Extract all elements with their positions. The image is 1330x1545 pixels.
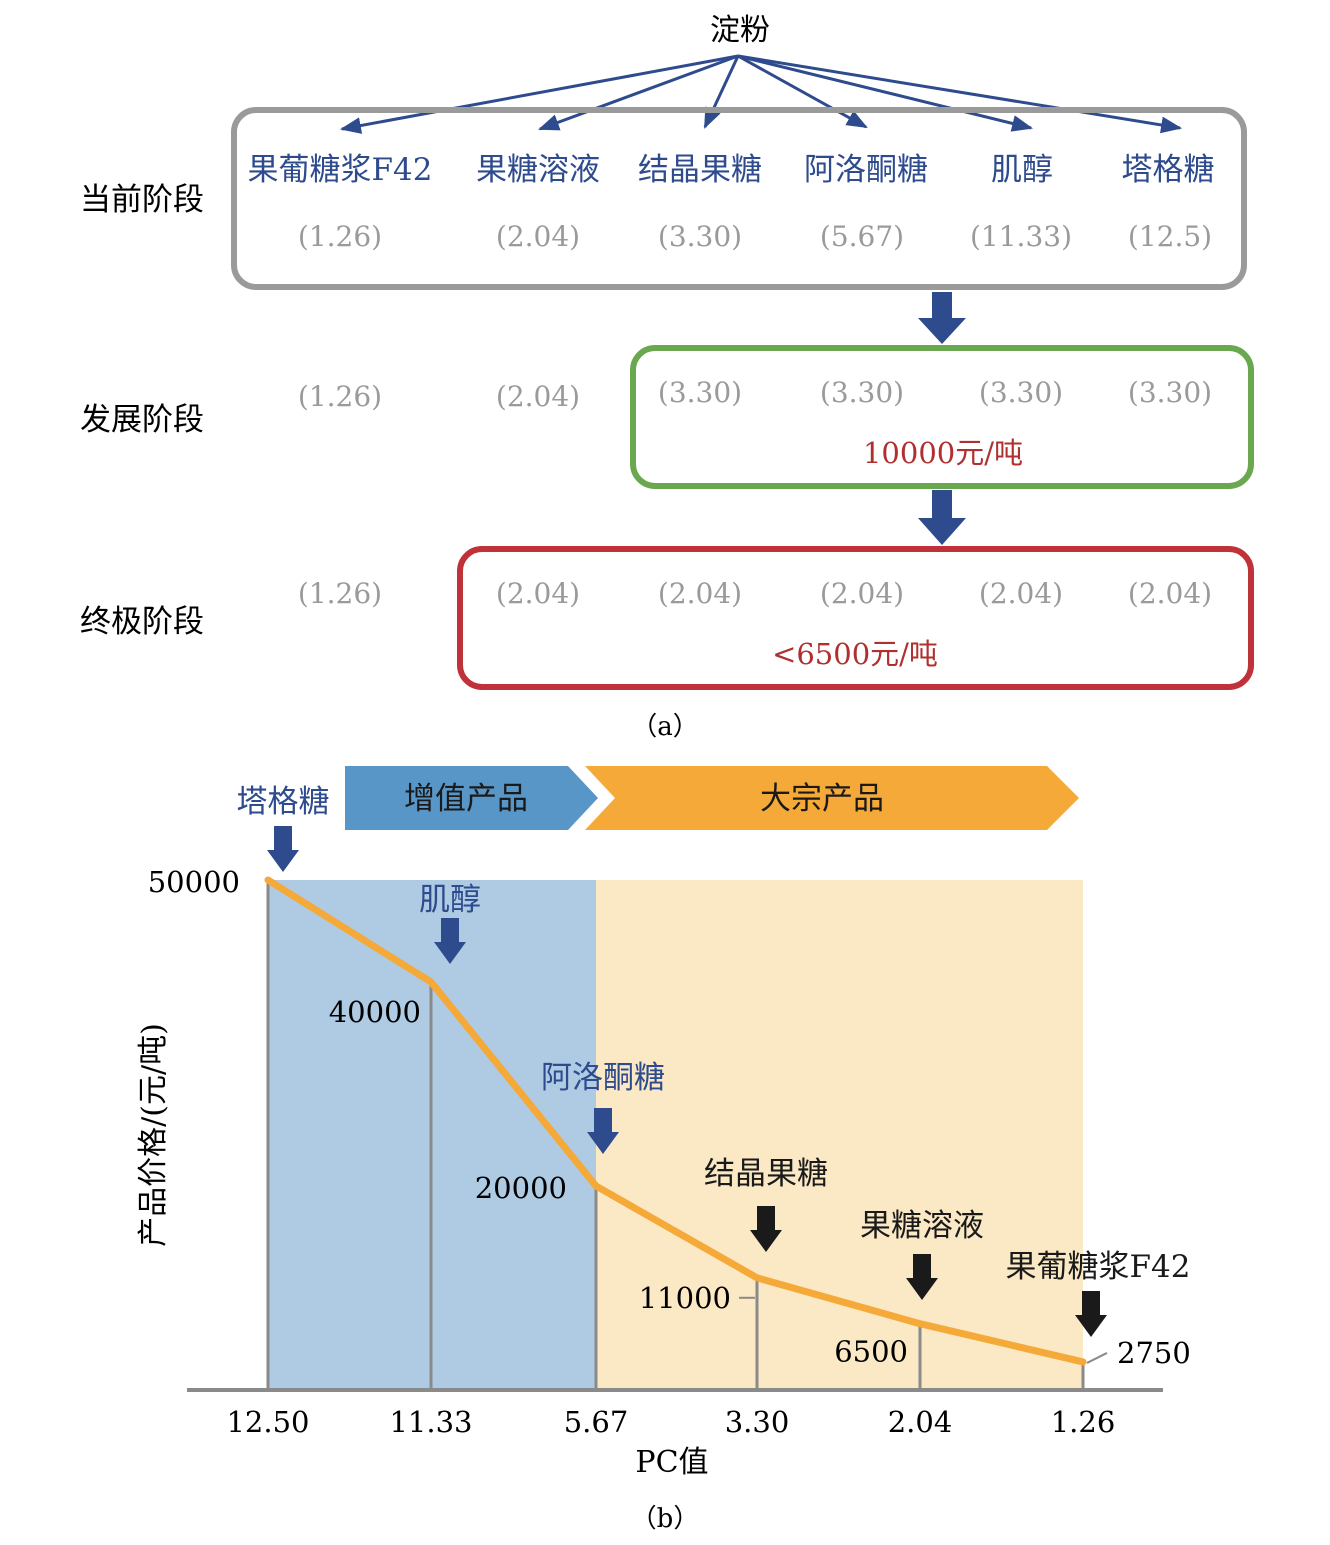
x-axis-label: PC值 — [635, 1445, 708, 1480]
chart-marks: 12.50 50000 塔格糖 11.33 40000 肌醇 5.67 20000 阿洛酮糖 3.… — [148, 784, 1191, 1439]
pc-value: (1.26) — [298, 220, 382, 253]
source-arrows — [339, 54, 1183, 134]
data-label: 2750 — [1117, 1336, 1191, 1370]
bulk-label: 大宗产品 — [760, 781, 884, 817]
product-names: 果葡糖浆F42 果糖溶液 结晶果糖 阿洛酮糖 肌醇 塔格糖 — [248, 152, 1215, 188]
pc-value: (1.26) — [298, 577, 382, 610]
pc-value: (11.33) — [970, 220, 1072, 253]
x-tick-label: 2.04 — [888, 1405, 953, 1439]
development-stage-box — [630, 345, 1254, 489]
bulk-region — [596, 880, 1083, 1390]
arrow-to-product-2 — [703, 55, 740, 129]
product-name-1: 果糖溶液 — [476, 152, 600, 188]
value-added-banner — [345, 766, 598, 830]
current-stage-box — [231, 107, 1247, 290]
arrow-to-product-3 — [737, 54, 868, 129]
pc-value: (3.30) — [658, 376, 742, 409]
down-arrow-icon — [587, 1108, 619, 1154]
product-name-5: 塔格糖 — [1122, 152, 1215, 188]
down-arrow-icon — [906, 1254, 938, 1300]
product-label: 果糖溶液 — [860, 1208, 984, 1244]
part-b: 增值产品 大宗产品 12.50 50000 塔格糖 11.33 40000 肌醇 5.67 2… — [136, 766, 1191, 1534]
product-name-0: 果葡糖浆F42 — [248, 152, 433, 188]
stage-arrow-2 — [918, 490, 966, 545]
pc-value: (2.04) — [979, 577, 1063, 610]
down-arrow-icon — [267, 826, 299, 872]
pc-value: (3.30) — [1128, 376, 1212, 409]
source-label: 淀粉 — [710, 13, 770, 48]
data-label: 6500 — [834, 1335, 908, 1369]
arrow-to-product-0 — [339, 54, 739, 134]
pc-value: (1.26) — [298, 380, 382, 413]
pc-value: (2.04) — [658, 577, 742, 610]
product-name-3: 阿洛酮糖 — [804, 152, 928, 188]
pc-value: (3.30) — [820, 376, 904, 409]
current-stage-values: (1.26) (2.04) (3.30) (5.67) (11.33) (12.… — [298, 220, 1212, 253]
pc-value: (2.04) — [496, 577, 580, 610]
bulk-banner — [585, 766, 1079, 830]
stage-arrow-1 — [918, 292, 966, 344]
down-arrow-icon — [750, 1206, 782, 1252]
arrow-to-product-4 — [737, 54, 1034, 132]
stage-label-ultimate: 终极阶段 — [80, 604, 204, 640]
value-added-label: 增值产品 — [404, 781, 528, 817]
product-label: 肌醇 — [419, 882, 481, 918]
label-leader — [1086, 1352, 1108, 1364]
development-stage-values: (1.26) (2.04) (3.30) (3.30) (3.30) (3.30… — [298, 376, 1212, 413]
pc-value: (3.30) — [979, 376, 1063, 409]
caption-b: （b） — [631, 1504, 700, 1534]
ultimate-stage-box — [457, 546, 1254, 690]
product-label: 结晶果糖 — [704, 1156, 828, 1192]
pc-value: (12.5) — [1128, 220, 1212, 253]
y-axis-label: 产品价格/(元/吨) — [136, 1023, 171, 1247]
data-label: 20000 — [475, 1171, 567, 1205]
pc-value: (2.04) — [1128, 577, 1212, 610]
ultimate-price: <6500元/吨 — [772, 637, 938, 671]
data-label: 11000 — [639, 1281, 731, 1315]
drop-lines — [266, 880, 1085, 1390]
caption-a: （a） — [631, 712, 699, 742]
data-label: 40000 — [329, 995, 421, 1029]
pc-value: (3.30) — [658, 220, 742, 253]
pc-value: (2.04) — [496, 220, 580, 253]
product-label: 阿洛酮糖 — [541, 1060, 665, 1096]
pc-value: (5.67) — [820, 220, 904, 253]
product-label: 塔格糖 — [237, 784, 330, 820]
x-tick-label: 12.50 — [226, 1405, 309, 1439]
x-tick-label: 3.30 — [725, 1405, 790, 1439]
ultimate-stage-values: (1.26) (2.04) (2.04) (2.04) (2.04) (2.04… — [298, 577, 1212, 610]
stage-label-current: 当前阶段 — [80, 182, 204, 218]
pc-value: (2.04) — [496, 380, 580, 413]
data-label: 50000 — [148, 865, 240, 899]
arrow-to-product-5 — [737, 54, 1183, 134]
product-name-2: 结晶果糖 — [638, 152, 762, 188]
x-tick-label: 11.33 — [389, 1405, 472, 1439]
pc-value: (2.04) — [820, 577, 904, 610]
price-curve — [264, 876, 1087, 1366]
x-tick-label: 5.67 — [564, 1405, 629, 1439]
down-arrow-icon — [434, 918, 466, 964]
development-price: 10000元/吨 — [863, 436, 1023, 470]
x-tick-label: 1.26 — [1051, 1405, 1116, 1439]
down-arrow-icon — [1075, 1291, 1107, 1337]
product-name-4: 肌醇 — [991, 152, 1053, 188]
part-a: 淀粉 果葡糖浆F42 果糖溶液 结晶果糖 阿洛酮糖 肌醇 塔格糖 当前阶段 发展… — [80, 13, 1254, 742]
product-label: 果葡糖浆F42 — [1006, 1249, 1191, 1285]
stage-label-development: 发展阶段 — [80, 402, 204, 438]
arrow-to-product-1 — [538, 54, 739, 131]
